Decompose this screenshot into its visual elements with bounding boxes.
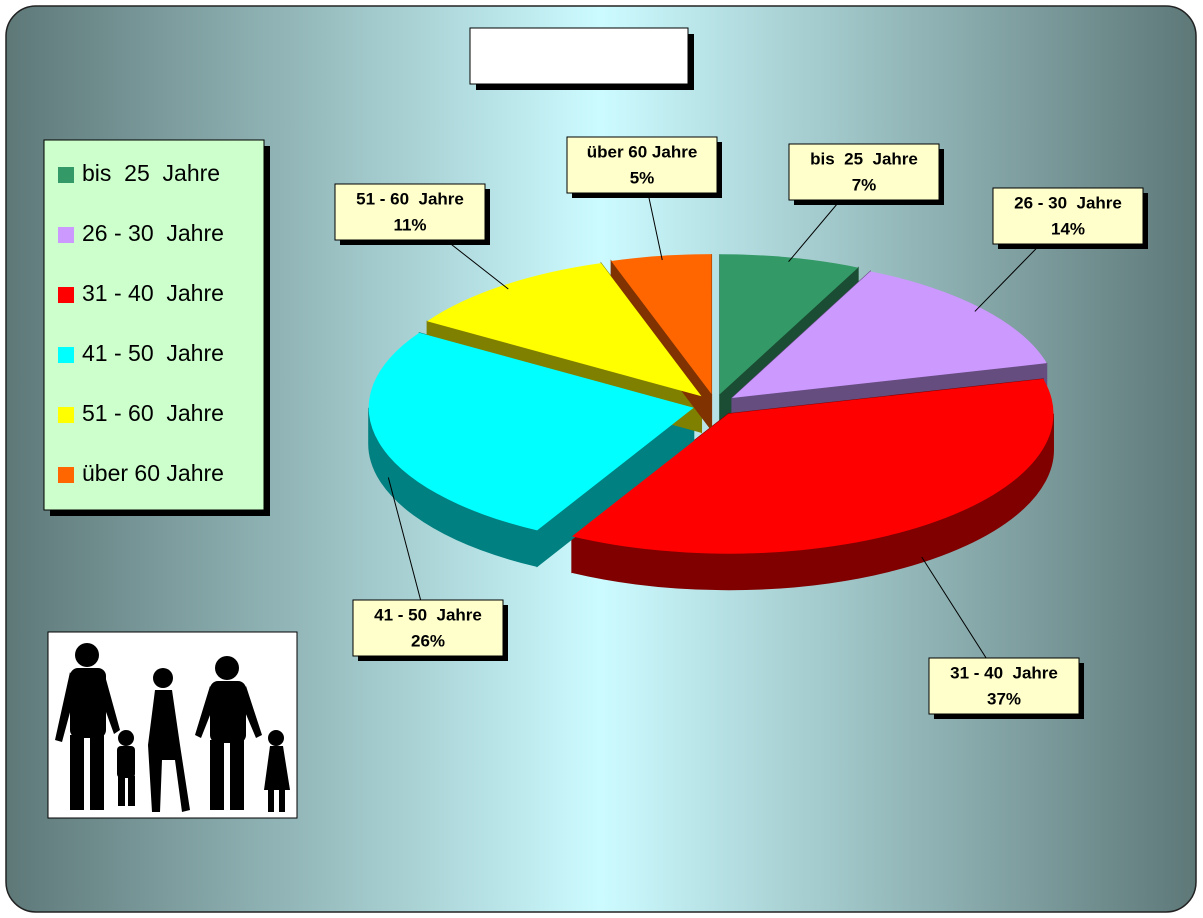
legend-swatch: [58, 167, 74, 183]
label-box: [566, 136, 718, 194]
title-box: [469, 27, 689, 85]
family-picture: [47, 631, 298, 819]
label-category: bis 25 Jahre: [810, 149, 918, 168]
label-box: [788, 143, 940, 201]
label-category: 51 - 60 Jahre: [356, 189, 464, 208]
label-value: 5%: [630, 168, 655, 187]
label-category: 26 - 30 Jahre: [1014, 193, 1122, 212]
label-value: 11%: [393, 215, 426, 234]
legend-label: bis 25 Jahre: [82, 160, 220, 186]
label-value: 14%: [1051, 219, 1085, 238]
legend-label: 31 - 40 Jahre: [82, 280, 224, 306]
label-category: 41 - 50 Jahre: [374, 605, 482, 624]
label-category: über 60 Jahre: [587, 142, 698, 161]
legend-swatch: [58, 467, 74, 483]
label-box: [352, 599, 504, 657]
label-value: 7%: [852, 175, 877, 194]
slice: [719, 254, 859, 395]
slice: [611, 254, 712, 395]
legend-swatch: [58, 227, 74, 243]
legend-swatch: [58, 347, 74, 363]
legend-swatch: [58, 407, 74, 423]
legend-label: über 60 Jahre: [82, 460, 224, 486]
label-box: [334, 183, 486, 241]
slice: [731, 271, 1047, 398]
legend-label: 41 - 50 Jahre: [82, 340, 224, 366]
label-box: [992, 187, 1144, 245]
label-category: 31 - 40 Jahre: [950, 663, 1058, 682]
slice: [427, 263, 702, 397]
legend-label: 26 - 30 Jahre: [82, 220, 224, 246]
legend-label: 51 - 60 Jahre: [82, 400, 224, 426]
slice: [571, 378, 1054, 554]
label-box: [928, 657, 1080, 715]
label-value: 37%: [987, 689, 1021, 708]
legend-swatch: [58, 287, 74, 303]
slice: [368, 332, 694, 531]
legend: [43, 139, 265, 511]
slice-wall: [368, 407, 538, 568]
label-value: 26%: [411, 631, 445, 650]
